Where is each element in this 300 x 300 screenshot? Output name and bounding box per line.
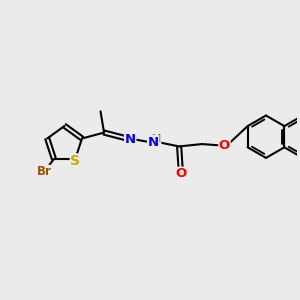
- Text: H: H: [152, 134, 161, 144]
- Text: O: O: [219, 139, 230, 152]
- Text: Br: Br: [37, 166, 52, 178]
- Text: O: O: [175, 167, 186, 180]
- Text: N: N: [125, 133, 136, 146]
- Text: S: S: [70, 154, 80, 168]
- Text: N: N: [148, 136, 159, 148]
